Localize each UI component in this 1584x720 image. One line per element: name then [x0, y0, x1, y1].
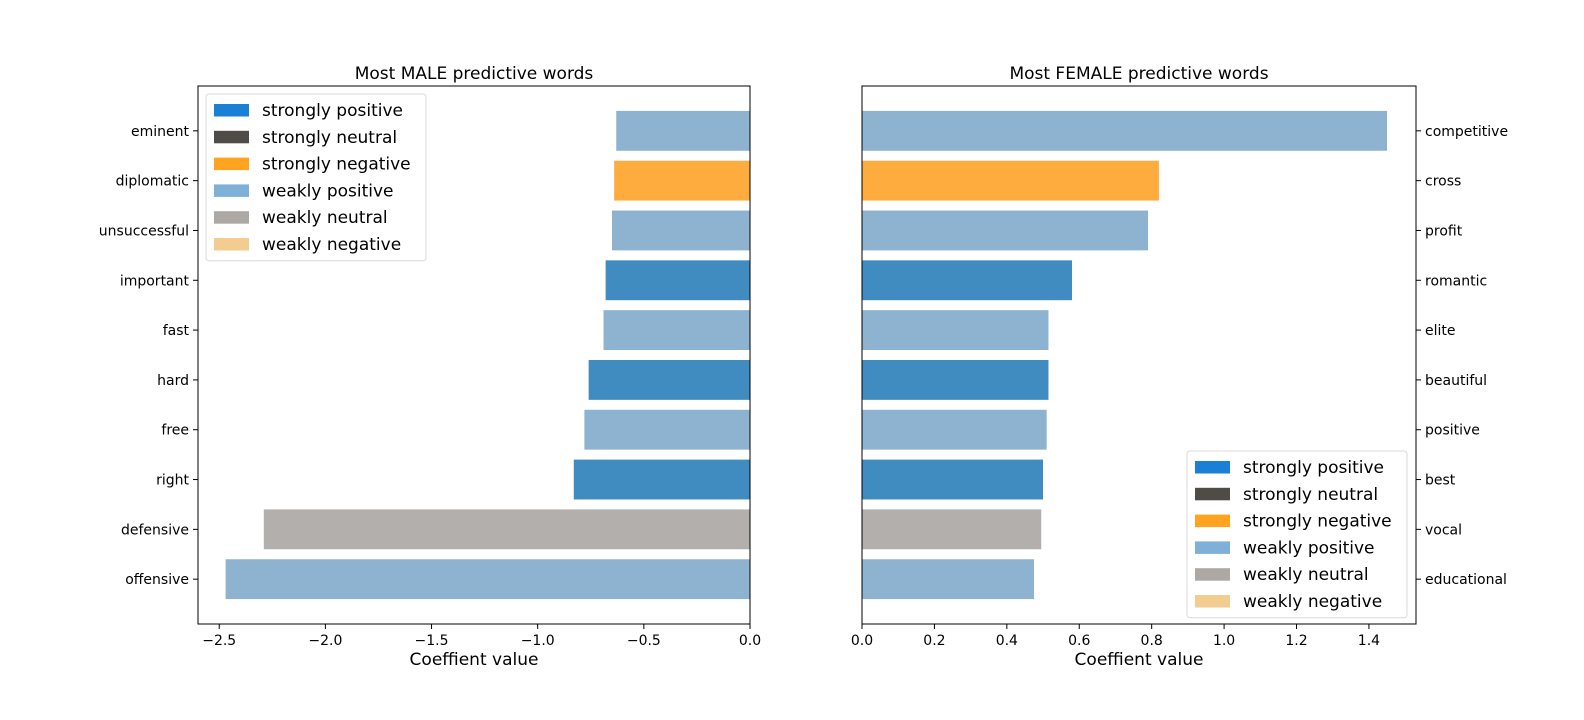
male-bar-diplomatic	[614, 160, 750, 201]
female-word-label-best: best	[1425, 473, 1456, 489]
female-bar-competitive	[862, 110, 1388, 151]
female-xtick-label: 0.2	[923, 633, 945, 649]
female-xtick-label: 1.2	[1285, 633, 1307, 649]
male-bar-unsuccessful	[612, 210, 750, 251]
female-bar-vocal	[862, 509, 1042, 550]
female-word-label-competitive: competitive	[1425, 124, 1508, 140]
female-legend-swatch-weakly-negative	[1195, 595, 1230, 608]
female-legend-label-weakly-negative: weakly negative	[1243, 592, 1382, 612]
male-xtick-label: −2.5	[202, 633, 236, 649]
female-legend-label-weakly-positive: weakly positive	[1243, 538, 1375, 558]
male-legend-swatch-strongly-neutral	[214, 130, 249, 144]
male-xtick-label: −1.5	[415, 633, 449, 649]
male-legend-swatch-weakly-negative	[214, 238, 249, 251]
female-x-axis-label: Coeffient value	[1075, 650, 1204, 670]
male-x-axis-label: Coeffient value	[410, 650, 539, 670]
female-legend-label-strongly-positive: strongly positive	[1243, 458, 1384, 478]
female-word-label-profit: profit	[1425, 223, 1463, 239]
female-xtick-label: 0.8	[1141, 633, 1163, 649]
female-word-label-elite: elite	[1425, 323, 1456, 339]
female-legend-swatch-weakly-positive	[1195, 541, 1230, 554]
male-chart-panel: Most MALE predictive words eminent diploma…	[99, 64, 761, 670]
female-chart-title: Most FEMALE predictive words	[1009, 64, 1268, 84]
female-word-label-positive: positive	[1425, 423, 1480, 439]
female-word-label-cross: cross	[1425, 174, 1461, 190]
female-bar-positive	[862, 409, 1047, 450]
male-word-label-eminent: eminent	[131, 124, 190, 140]
female-xtick-label: 0.0	[851, 633, 873, 649]
female-legend-box	[1186, 450, 1408, 619]
female-word-label-beautiful: beautiful	[1425, 373, 1487, 389]
male-legend-box	[205, 93, 427, 262]
male-legend-swatch-weakly-positive	[214, 184, 249, 197]
male-xtick-label: 0.0	[739, 633, 761, 649]
male-bar-offensive	[225, 559, 751, 600]
male-legend: strongly positive strongly neutral strongl…	[205, 93, 427, 262]
female-bar-profit	[862, 210, 1149, 251]
female-xtick-label: 1.4	[1358, 633, 1380, 649]
female-legend: strongly positive strongly neutral strongl…	[1186, 450, 1408, 619]
male-xtick-label: −0.5	[627, 633, 661, 649]
female-legend-swatch-strongly-negative	[1195, 514, 1230, 528]
female-bar-best	[862, 459, 1044, 500]
male-word-label-offensive: offensive	[125, 572, 189, 588]
male-bar-defensive	[263, 509, 750, 550]
male-bar-right	[573, 459, 750, 500]
male-legend-label-weakly-negative: weakly negative	[262, 235, 401, 255]
male-bar-hard	[588, 359, 750, 400]
female-bar-educational	[862, 559, 1034, 600]
female-legend-swatch-strongly-positive	[1195, 461, 1230, 474]
male-axes-frame	[197, 85, 751, 625]
female-word-label-romantic: romantic	[1425, 273, 1487, 289]
male-bar-eminent	[616, 110, 750, 151]
male-legend-label-strongly-negative: strongly negative	[262, 155, 411, 175]
male-legend-swatch-weakly-neutral	[214, 211, 249, 224]
female-legend-label-strongly-neutral: strongly neutral	[1243, 485, 1378, 505]
female-word-label-educational: educational	[1425, 572, 1507, 588]
female-legend-swatch-weakly-neutral	[1195, 568, 1230, 581]
male-legend-label-strongly-positive: strongly positive	[262, 101, 403, 121]
female-legend-label-strongly-negative: strongly negative	[1243, 512, 1392, 532]
female-xtick-label: 0.4	[996, 633, 1018, 649]
male-legend-swatch-strongly-positive	[214, 104, 249, 117]
male-bar-fast	[603, 310, 750, 351]
female-legend-swatch-strongly-neutral	[1195, 487, 1230, 501]
female-bar-romantic	[862, 260, 1073, 301]
male-word-label-diplomatic: diplomatic	[116, 174, 189, 190]
female-bar-cross	[862, 160, 1159, 201]
male-word-label-important: important	[120, 273, 190, 289]
female-word-label-vocal: vocal	[1425, 522, 1462, 538]
male-word-label-hard: hard	[157, 373, 189, 389]
female-bar-elite	[862, 310, 1049, 351]
male-word-label-unsuccessful: unsuccessful	[99, 223, 189, 239]
female-legend-label-weakly-neutral: weakly neutral	[1243, 565, 1369, 585]
male-word-label-right: right	[156, 473, 189, 489]
female-axes-frame	[861, 85, 1417, 625]
male-xtick-label: −1.0	[521, 633, 555, 649]
male-word-label-free: free	[161, 423, 189, 439]
male-bar-important	[605, 260, 750, 301]
female-chart-panel: Most FEMALE predictive words competitive c…	[851, 64, 1508, 670]
male-bar-free	[584, 409, 750, 450]
male-legend-label-strongly-neutral: strongly neutral	[262, 128, 397, 148]
male-xtick-label: −2.0	[308, 633, 342, 649]
male-word-label-defensive: defensive	[121, 522, 189, 538]
female-xtick-label: 1.0	[1213, 633, 1235, 649]
female-bar-beautiful	[862, 359, 1049, 400]
male-legend-label-weakly-neutral: weakly neutral	[262, 208, 388, 228]
male-chart-title: Most MALE predictive words	[355, 64, 594, 84]
male-word-label-fast: fast	[163, 323, 190, 339]
female-xtick-label: 0.6	[1068, 633, 1090, 649]
male-legend-swatch-strongly-negative	[214, 157, 249, 171]
male-legend-label-weakly-positive: weakly positive	[262, 181, 394, 201]
